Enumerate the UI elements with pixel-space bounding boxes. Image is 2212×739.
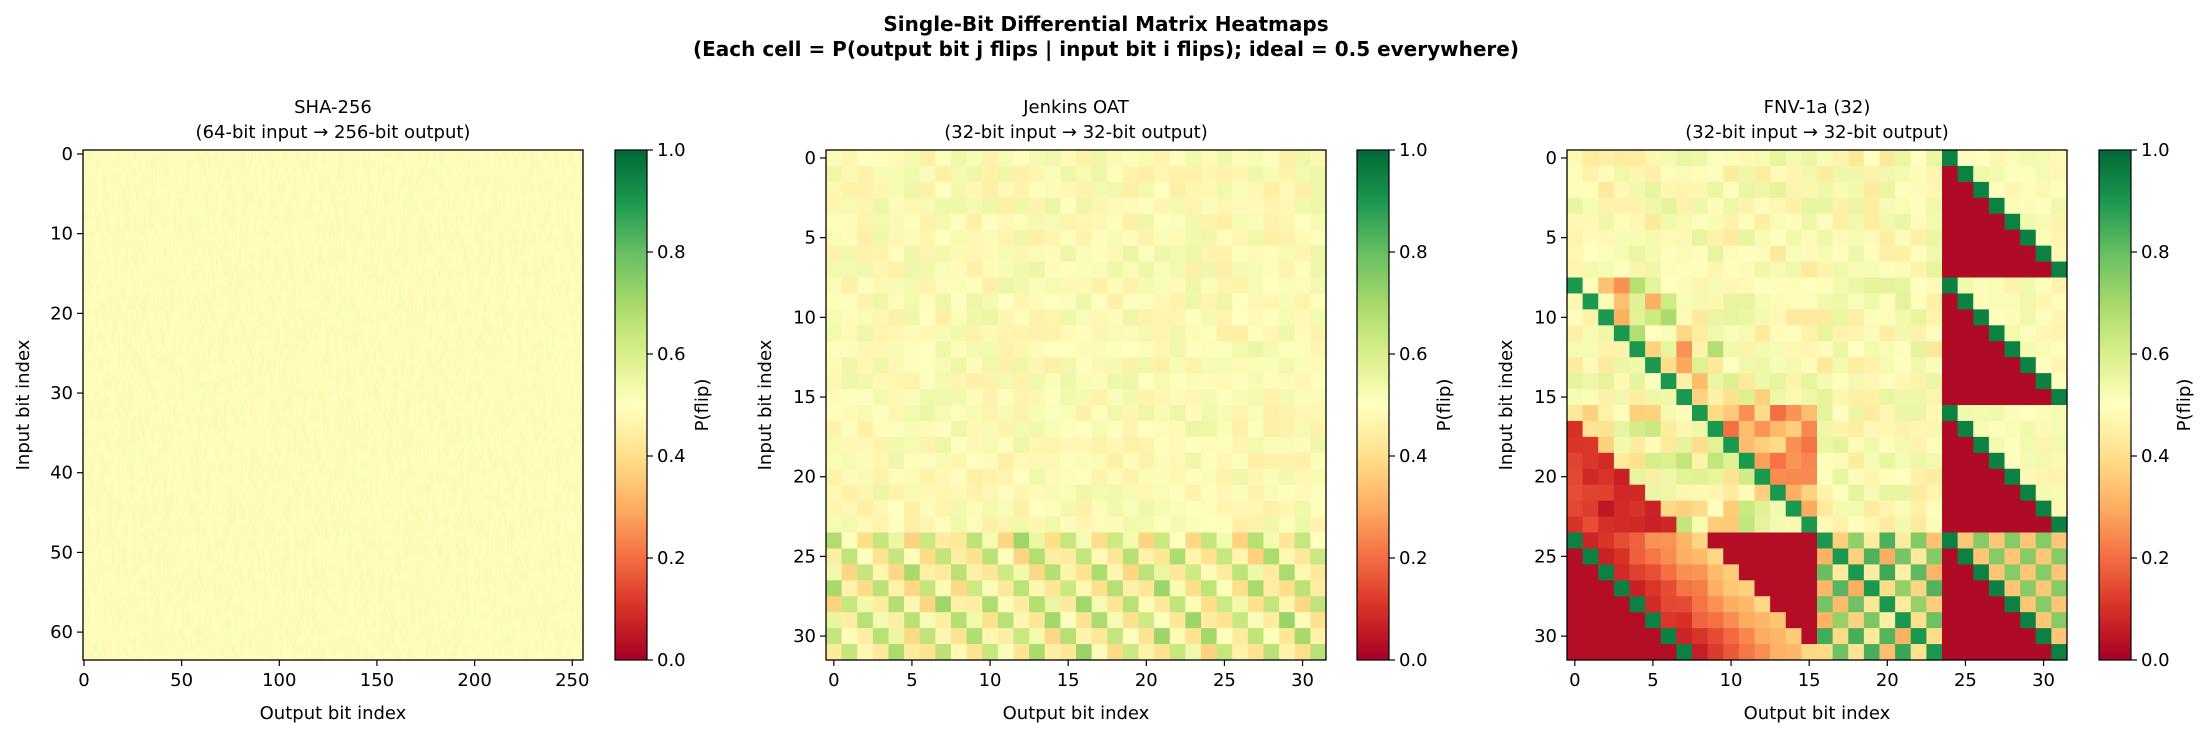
panel-title-line2: (64-bit input → 256-bit output) (196, 122, 471, 143)
panel-title-line1: SHA-256 (294, 97, 372, 118)
heatmap-cells (83, 150, 583, 660)
panel-sha256: SHA-256 (64-bit input → 256-bit output) … (13, 97, 713, 724)
